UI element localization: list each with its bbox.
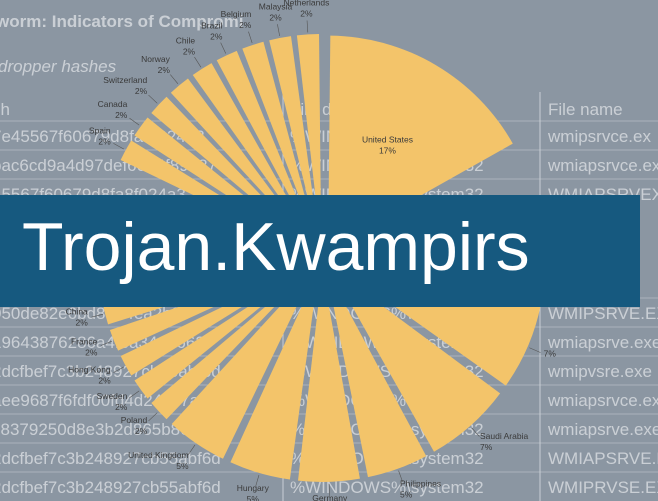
leader-line <box>170 74 179 85</box>
leader-line <box>248 31 253 44</box>
slice-value-label: 2% <box>269 12 282 22</box>
banner <box>0 195 640 307</box>
slice-label: Netherlands <box>284 0 330 7</box>
leader-line <box>148 94 158 104</box>
table-cell: 2dcfbef7c3b248927cb55abf6d <box>0 478 221 497</box>
leader-line <box>113 143 125 150</box>
slice-value-label: 2% <box>183 47 196 57</box>
slice-label: Chile <box>176 36 196 46</box>
slice-value-label: 5% <box>176 461 189 471</box>
slice-label: Sweden <box>97 391 128 401</box>
pie-slice <box>296 34 322 247</box>
slice-value-label: 2% <box>98 375 111 385</box>
slice-value-label: 2% <box>115 110 128 120</box>
slice-label: Belgium <box>221 9 252 19</box>
slice-label: Malaysia <box>259 1 293 11</box>
leader-line <box>129 117 140 126</box>
slice-value-label: 2% <box>239 20 252 30</box>
slice-value-label: 17% <box>379 145 396 155</box>
slice-value-label: 2% <box>158 65 171 75</box>
slice-value-label: 2% <box>135 86 148 96</box>
table-cell: wmipvsre.exe <box>547 362 652 381</box>
pie-slice <box>269 36 320 247</box>
leader-line <box>148 412 158 422</box>
slice-value-label: 7% <box>480 442 493 452</box>
slice-label: Hungary <box>237 483 270 493</box>
leader-line <box>194 56 202 68</box>
table-cell: %WINDOWS%\system32 <box>290 478 484 497</box>
slice-label: Hong Kong <box>68 364 111 374</box>
table-title: worm: Indicators of Compromi <box>0 12 243 31</box>
pie-slice <box>171 267 316 459</box>
slice-value-label: 2% <box>85 347 98 357</box>
slice-value-label: 7% <box>544 348 557 358</box>
slice-label: Canada <box>98 99 128 109</box>
leader-line <box>187 444 196 456</box>
slice-label: Germany <box>312 493 348 501</box>
slice-value-label: 2% <box>300 8 313 18</box>
slice-label: Brazil <box>201 21 222 31</box>
table-cell: wmipsrvce.ex <box>547 127 651 146</box>
leader-line <box>113 366 125 373</box>
leader-line <box>277 24 280 37</box>
slice-label: Poland <box>121 415 148 425</box>
table-cell: WMIPRVSE.EXE <box>548 478 658 497</box>
table-cell: wmiapsrve.exe <box>547 420 658 439</box>
table-cell: wmiapsrvce.exe <box>547 156 658 175</box>
slice-label: China <box>66 307 88 317</box>
banner-title: Trojan.Kwampirs <box>22 209 530 285</box>
leader-line <box>100 340 112 346</box>
pie-slice <box>298 269 360 482</box>
column-header: File name <box>548 100 623 119</box>
slice-label: France <box>71 336 98 346</box>
slice-value-label: 2% <box>210 32 223 42</box>
table-cell: c8379250d8e3b2d865b8627f5 <box>0 420 223 439</box>
slice-label: Philippines <box>400 478 441 488</box>
leader-line <box>306 20 309 33</box>
slice-value-label: 5% <box>247 494 260 501</box>
table-subtitle: dropper hashes <box>0 57 117 76</box>
slice-label: Saudi Arabia <box>480 431 528 441</box>
column-header: sh <box>0 100 10 119</box>
pie-slice <box>329 267 501 452</box>
slice-value-label: 5% <box>400 489 413 499</box>
pie-slice <box>326 269 427 478</box>
slice-value-label: 2% <box>135 426 148 436</box>
leader-line <box>91 313 104 318</box>
slice-value-label: 2% <box>115 402 128 412</box>
slice-label: Spain <box>89 126 111 136</box>
pie-slice <box>230 269 319 480</box>
slice-value-label: 2% <box>98 137 111 147</box>
leader-line <box>220 42 227 54</box>
table-cell: wmiapsrve.exe <box>547 333 658 352</box>
leader-line <box>255 474 260 487</box>
leader-line <box>471 427 480 437</box>
table-cell: 2dcfbef7c3b248927cb55abf6d <box>0 449 221 468</box>
slice-label: United States <box>362 134 413 144</box>
slice-label: United Kingdom <box>128 450 188 460</box>
leader-line <box>398 470 403 483</box>
table-cell: wmiapsrvce.exe <box>547 391 658 410</box>
pie-slice <box>328 35 513 248</box>
table-cell: WMIAPSRVE.EXE <box>548 449 658 468</box>
table-cell: WMIPSRVE.EX <box>548 304 658 323</box>
leader-line <box>529 347 541 353</box>
slice-label: Switzerland <box>103 75 147 85</box>
slice-value-label: 2% <box>75 318 88 328</box>
slice-label: Norway <box>141 54 171 64</box>
leader-line <box>129 390 140 399</box>
